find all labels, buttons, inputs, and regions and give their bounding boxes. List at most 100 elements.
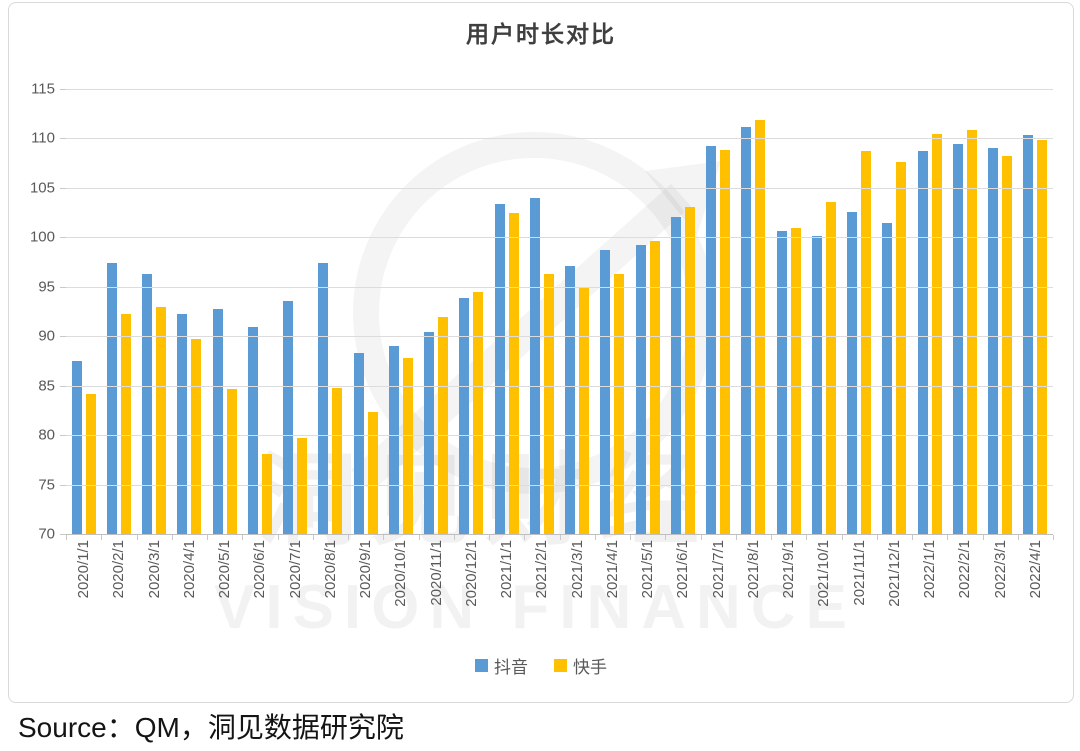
x-axis-label-text: 2022/1/1 — [921, 540, 939, 599]
x-tick-17 — [665, 535, 667, 540]
x-tick-18 — [700, 535, 702, 540]
x-axis-label-text: 2020/2/1 — [110, 540, 128, 599]
x-tick-23 — [876, 535, 878, 540]
bar-抖音-2020/5/1 — [212, 308, 223, 534]
y-tick-110 — [60, 138, 66, 140]
y-axis: 115 110 105 100 95 90 85 80 75 70 — [9, 81, 61, 543]
y-tick-115 — [60, 89, 66, 90]
x-tick-20 — [771, 535, 772, 540]
x-axis-label-text: 2020/7/1 — [286, 540, 304, 599]
bar-抖音-2021/4/1 — [600, 250, 611, 534]
y-axis-label-70: 70 — [38, 525, 55, 543]
bar-group-2020/7/1 — [278, 89, 313, 534]
bar-快手-2021/11/1 — [861, 151, 872, 534]
chart-title: 用户时长对比 — [466, 21, 616, 47]
legend-item-抖音: 抖音 — [475, 653, 528, 678]
bar-group-2021/1/1 — [489, 89, 524, 534]
x-tick-15 — [594, 535, 596, 540]
bar-快手-2020/12/1 — [473, 291, 484, 534]
bar-group-2021/6/1 — [665, 89, 700, 534]
x-axis-label-text: 2021/10/1 — [815, 540, 833, 607]
x-axis-label-text: 2020/8/1 — [321, 540, 339, 599]
x-axis-label-text: 2021/5/1 — [639, 540, 657, 599]
bar-group-2022/4/1 — [1018, 89, 1053, 534]
x-tick-21 — [806, 535, 808, 540]
bar-抖音-2021/9/1 — [776, 231, 787, 534]
x-axis-label-text: 2022/4/1 — [1026, 540, 1044, 599]
y-axis-label-100: 100 — [29, 228, 55, 246]
x-axis-label-text: 2021/2/1 — [533, 540, 551, 599]
bar-快手-2021/2/1 — [543, 273, 554, 534]
bar-抖音-2020/1/1 — [71, 360, 82, 534]
x-axis-label-2021/7/1: 2021/7/1 — [701, 540, 736, 648]
bar-group-2020/11/1 — [419, 89, 454, 534]
bar-group-2020/5/1 — [207, 89, 242, 534]
y-tick-100 — [60, 237, 66, 239]
chart-container: 洞见财经 VISION FINANCE 用户时长对比 115 110 105 100 9… — [8, 2, 1074, 703]
bar-抖音-2021/8/1 — [741, 126, 752, 534]
gridline-105 — [66, 187, 1053, 189]
bar-快手-2021/5/1 — [649, 241, 660, 534]
x-axis-label-2022/3/1: 2022/3/1 — [983, 540, 1018, 648]
bar-抖音-2021/11/1 — [847, 211, 858, 534]
x-axis-label-text: 2021/3/1 — [568, 540, 586, 599]
bar-group-2021/4/1 — [595, 89, 630, 534]
legend-swatch-抖音 — [475, 659, 488, 672]
bar-group-2021/9/1 — [771, 89, 806, 534]
x-axis-label-2020/7/1: 2020/7/1 — [278, 540, 313, 648]
x-tick-5 — [242, 535, 244, 540]
legend-swatch-快手 — [554, 659, 567, 672]
x-axis-label-text: 2021/1/1 — [498, 540, 516, 599]
bar-抖音-2021/5/1 — [635, 245, 646, 534]
bar-快手-2020/6/1 — [261, 453, 272, 534]
bar-抖音-2020/12/1 — [459, 297, 470, 534]
bar-快手-2021/4/1 — [614, 273, 625, 534]
x-axis-label-2021/9/1: 2021/9/1 — [771, 540, 806, 648]
x-tick-7 — [312, 535, 314, 540]
x-axis-label-2020/5/1: 2020/5/1 — [207, 540, 242, 648]
x-axis-label-text: 2021/9/1 — [780, 540, 798, 599]
bar-抖音-2020/8/1 — [318, 263, 329, 534]
bar-快手-2022/4/1 — [1037, 140, 1048, 534]
y-axis-label-75: 75 — [38, 476, 55, 494]
bar-group-2021/7/1 — [701, 89, 736, 534]
legend-label-快手: 快手 — [573, 658, 607, 677]
bar-快手-2020/10/1 — [402, 357, 413, 534]
bar-抖音-2022/3/1 — [988, 148, 999, 534]
y-tick-95 — [60, 286, 66, 288]
x-axis-label-text: 2020/4/1 — [180, 540, 198, 599]
bar-group-2021/8/1 — [736, 89, 771, 534]
x-axis-label-2022/4/1: 2022/4/1 — [1018, 540, 1053, 648]
bar-抖音-2020/9/1 — [353, 353, 364, 534]
x-tick-14 — [559, 535, 561, 540]
x-axis-label-text: 2020/3/1 — [145, 540, 163, 599]
bar-抖音-2022/2/1 — [952, 144, 963, 534]
bar-group-2021/3/1 — [560, 89, 595, 534]
x-tick-11 — [453, 535, 455, 540]
bar-快手-2021/7/1 — [720, 150, 731, 534]
x-axis-label-2020/8/1: 2020/8/1 — [313, 540, 348, 648]
legend-item-快手: 快手 — [554, 653, 607, 678]
x-tick-3 — [171, 535, 173, 540]
bar-group-2020/4/1 — [172, 89, 207, 534]
gridline-90 — [66, 336, 1053, 338]
bar-groups — [66, 89, 1053, 534]
x-tick-9 — [383, 535, 385, 540]
x-axis-label-text: 2022/3/1 — [991, 540, 1009, 599]
bar-group-2021/10/1 — [806, 89, 841, 534]
y-axis-label-90: 90 — [38, 327, 55, 345]
x-axis-label-2020/2/1: 2020/2/1 — [101, 540, 136, 648]
x-axis-label-2020/10/1: 2020/10/1 — [383, 540, 418, 648]
x-tick-25 — [947, 535, 949, 540]
gridline-75 — [66, 484, 1053, 486]
bar-group-2020/12/1 — [454, 89, 489, 534]
bar-快手-2020/3/1 — [156, 306, 167, 534]
bar-group-2022/1/1 — [912, 89, 947, 534]
x-axis-label-2022/1/1: 2022/1/1 — [912, 540, 947, 648]
y-tick-70 — [60, 534, 66, 535]
bar-快手-2021/9/1 — [790, 228, 801, 534]
x-axis-label-2020/1/1: 2020/1/1 — [66, 540, 101, 648]
bar-快手-2020/5/1 — [226, 388, 237, 534]
source-text: Source：QM，洞见数据研究院 — [18, 712, 404, 743]
